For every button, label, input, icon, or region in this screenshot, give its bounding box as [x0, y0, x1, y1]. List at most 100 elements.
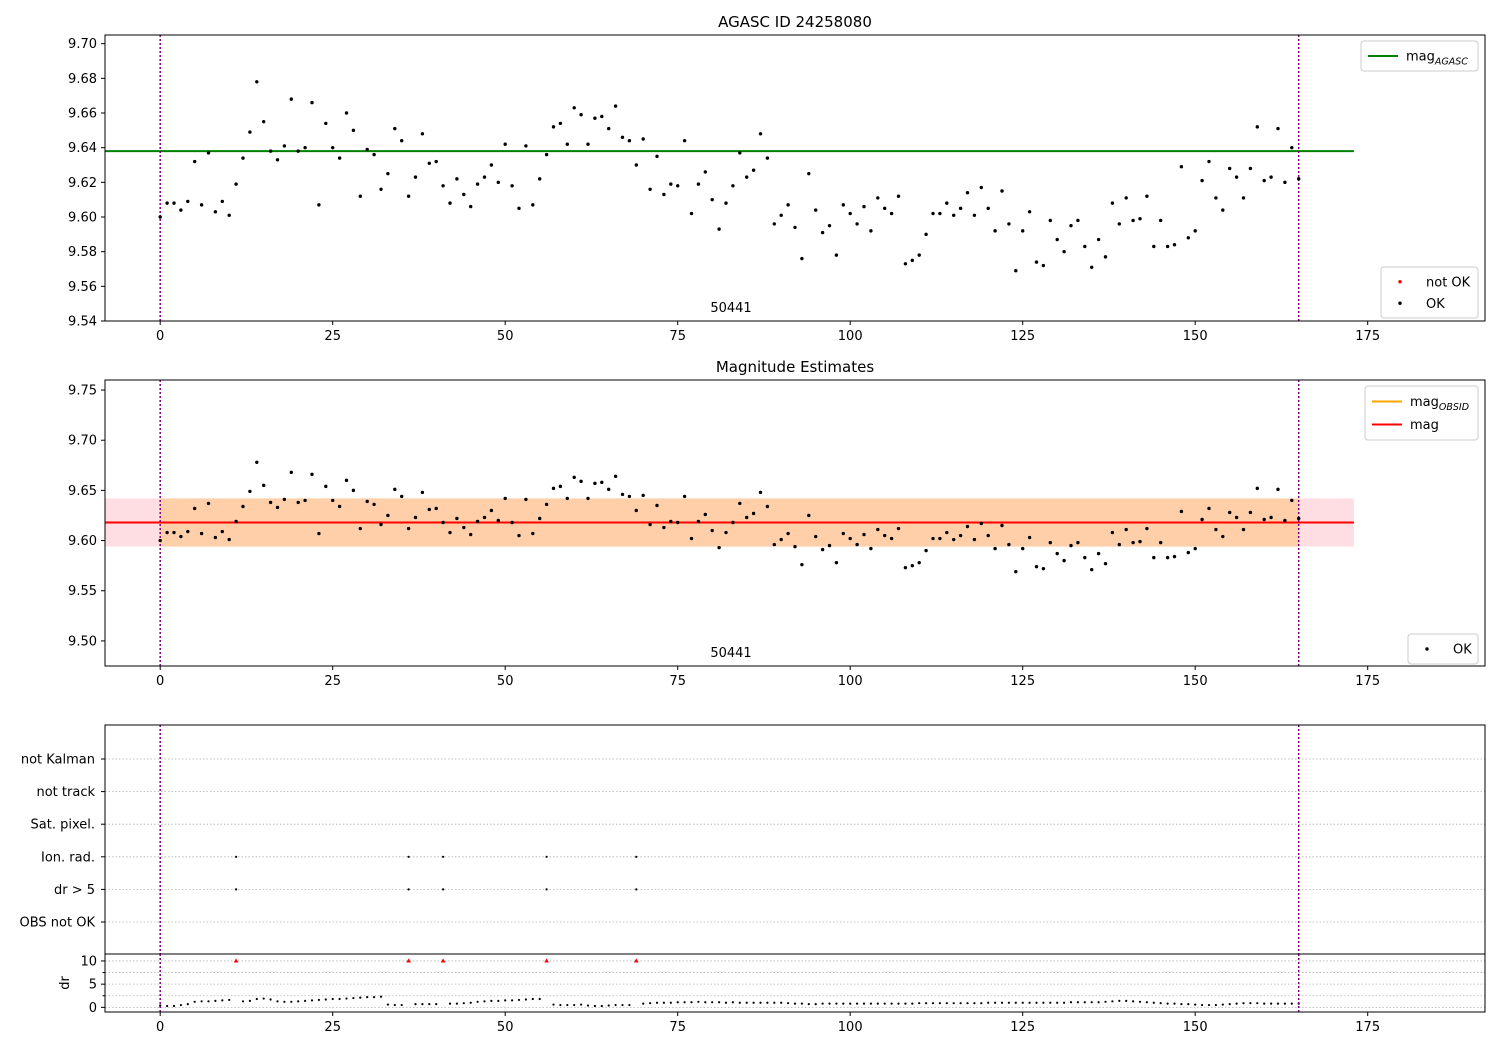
dr-point — [573, 1003, 576, 1007]
magnitude-ok-point — [917, 560, 921, 565]
agasc-ok-point — [441, 184, 445, 188]
flag-category-label: not Kalman — [21, 753, 95, 768]
magnitude-ok-point — [613, 474, 618, 479]
dr-point — [1138, 1000, 1142, 1003]
agasc-ok-point — [689, 211, 694, 216]
agasc-ok-point — [489, 163, 494, 167]
magnitude-ok-point — [986, 533, 990, 538]
agasc-ytick-label: 9.54 — [68, 315, 97, 330]
agasc-ok-point — [1014, 269, 1018, 273]
dr-point — [890, 1002, 893, 1005]
agasc-ok-point — [420, 132, 425, 136]
magnitude-ok-point — [337, 504, 342, 509]
agasc-ytick-label: 9.66 — [68, 107, 97, 122]
magnitude-ok-point — [924, 548, 928, 553]
dr-point — [800, 1002, 804, 1005]
dr-outlier-marker — [233, 958, 239, 963]
dr-point — [738, 1001, 741, 1004]
magnitude-ok-point — [1021, 546, 1025, 551]
magnitude-ok-point — [855, 542, 859, 547]
agasc-ok-point — [538, 177, 542, 181]
dr-point — [1152, 1001, 1155, 1004]
agasc-ok-point — [434, 159, 438, 164]
dr-point — [172, 1004, 176, 1008]
dr-point — [787, 1002, 790, 1005]
agasc-ok-point — [544, 152, 549, 157]
agasc-ok-point — [676, 184, 680, 188]
agasc-ok-point — [496, 180, 500, 185]
magnitude-ok-point — [807, 513, 811, 518]
agasc-ok-point — [193, 159, 197, 164]
magnitude-ok-point — [393, 487, 397, 492]
dr-point — [676, 1001, 679, 1004]
magnitude-ok-point — [1103, 561, 1108, 566]
dr-point — [835, 1002, 838, 1005]
dr-outlier-marker — [634, 958, 639, 963]
agasc-lower-legend-swatch — [1398, 280, 1402, 284]
magnitude-ok-point — [738, 501, 742, 506]
dr-point — [393, 1003, 396, 1007]
dr-point — [1207, 1003, 1211, 1007]
flag-category-label: OBS not OK — [20, 916, 96, 931]
magnitude-ok-point — [289, 470, 293, 475]
agasc-ok-point — [1027, 210, 1032, 214]
agasc-ok-point — [1124, 196, 1128, 200]
magnitude-plot: 9.50 9.55 9.60 9.65 9.70 9.75 0 25 50 75 100 125 150… — [68, 380, 1380, 689]
dr-point — [655, 1001, 659, 1004]
flag-marker — [635, 888, 638, 891]
dr-point — [862, 1002, 866, 1005]
dr-point — [586, 1004, 590, 1007]
magnitude-ok-point — [441, 520, 445, 525]
agasc-ok-point — [620, 135, 625, 139]
magnitude-ok-point — [1165, 555, 1170, 560]
magnitude-ok-point — [600, 480, 604, 485]
magnitude-ytick-label: 9.75 — [68, 384, 97, 399]
dr-point — [600, 1004, 603, 1008]
magnitude-ok-point — [717, 545, 721, 550]
dr-point — [1201, 1003, 1204, 1007]
dr-xtick-label: 125 — [1010, 1020, 1035, 1035]
magnitude-xtick-label: 175 — [1355, 674, 1380, 689]
dr-point — [241, 1000, 245, 1003]
agasc-ok-point — [593, 116, 597, 120]
agasc-ok-point — [641, 137, 645, 141]
magnitude-ok-point — [1297, 516, 1301, 521]
agasc-xtick-label: 150 — [1183, 329, 1208, 344]
agasc-ok-point — [1234, 175, 1239, 179]
magnitude-ok-point — [586, 496, 590, 501]
agasc-ok-point — [262, 119, 266, 124]
dr-point — [297, 1000, 300, 1003]
dr-point — [814, 1003, 817, 1006]
dr-point — [310, 999, 314, 1002]
magnitude-ok-point — [1200, 517, 1204, 522]
dr-point — [379, 995, 383, 998]
agasc-upper-legend — [1360, 40, 1479, 72]
dr-point — [869, 1002, 873, 1005]
magnitude-ok-point — [1096, 551, 1101, 556]
magnitude-ok-point — [793, 544, 797, 549]
dr-point — [959, 1002, 962, 1005]
magnitude-ok-point — [820, 547, 825, 552]
agasc-ok-point — [876, 196, 880, 200]
magnitude-ok-point — [765, 504, 770, 509]
agasc-xtick-label: 50 — [497, 329, 514, 344]
magnitude-ok-point — [531, 531, 535, 536]
dr-point — [462, 1002, 465, 1005]
magnitude-ytick-label: 9.55 — [68, 584, 97, 599]
magnitude-ok-point — [862, 532, 866, 537]
agasc-ok-point — [220, 199, 224, 204]
agasc-ok-point — [331, 145, 335, 150]
magnitude-xtick-label: 150 — [1183, 674, 1208, 689]
magnitude-ok-point — [1241, 527, 1246, 532]
agasc-ok-point — [565, 142, 569, 146]
magnitude-xtick-label: 100 — [838, 674, 863, 689]
magnitude-ok-point — [365, 499, 369, 504]
agasc-ytick-label: 9.56 — [68, 280, 97, 295]
dr-point — [304, 999, 307, 1002]
agasc-ok-point — [386, 171, 390, 176]
agasc-ok-point — [1269, 175, 1273, 179]
dr-point — [621, 1003, 624, 1007]
magnitude-ok-point — [1221, 534, 1225, 539]
magnitude-xtick-label: 0 — [156, 674, 164, 689]
